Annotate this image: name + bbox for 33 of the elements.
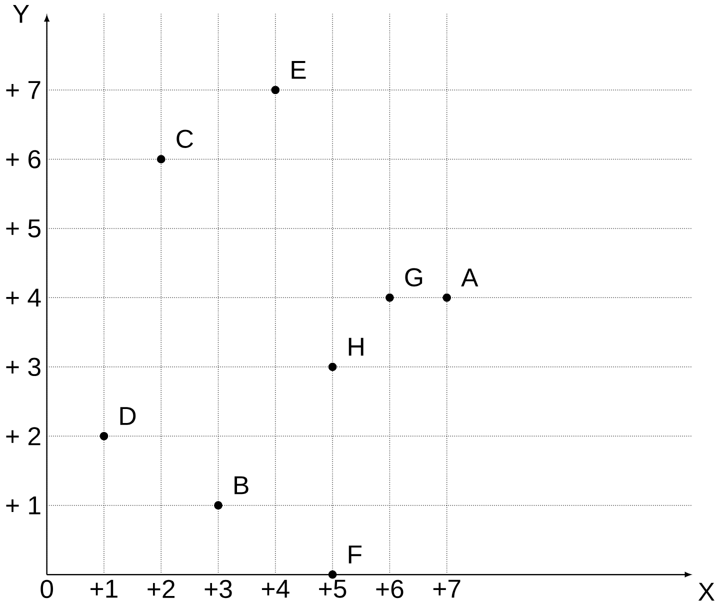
point: [442, 294, 452, 302]
point: [214, 501, 222, 510]
x-tick-label: +6: [376, 580, 404, 598]
annotation: A: [461, 268, 478, 287]
y-tick-label: + 4: [6, 289, 41, 307]
x-tick-label: +3: [204, 580, 232, 598]
y-tick-label: + 6: [6, 150, 40, 169]
annotation: G: [405, 268, 422, 287]
y-tick-label: + 3: [6, 358, 40, 376]
point: [386, 294, 394, 302]
x-tick-label: 0: [40, 580, 54, 598]
annotation: F: [348, 546, 362, 564]
annotation: D: [120, 407, 136, 426]
point: [328, 570, 337, 579]
x-tick-label: +1: [90, 580, 118, 598]
x-tick-label: +5: [319, 580, 346, 598]
point: [328, 362, 337, 372]
annotation: E: [292, 61, 306, 79]
y-tick-label: + 2: [6, 427, 40, 446]
point: [100, 432, 108, 441]
x-tick-label: +4: [262, 580, 290, 598]
annotation: H: [348, 338, 364, 356]
y-tick-label: + 5: [6, 220, 40, 238]
y-axis-title: Y: [12, 5, 30, 23]
annotation: B: [234, 476, 248, 494]
annotation: C: [176, 130, 194, 148]
point: [271, 86, 280, 94]
point: [156, 155, 166, 164]
y-tick-label: + 7: [6, 81, 40, 100]
x-tick-label: +2: [148, 580, 175, 598]
x-tick-label: +7: [433, 580, 460, 598]
x-axis-title: X: [698, 583, 714, 601]
y-tick-label: + 1: [6, 496, 40, 514]
